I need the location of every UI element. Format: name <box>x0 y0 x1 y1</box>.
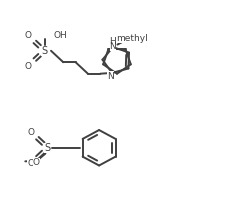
Text: S: S <box>41 46 47 56</box>
Text: O: O <box>27 159 34 168</box>
Text: N: N <box>108 72 114 80</box>
Text: H: H <box>109 37 116 46</box>
Text: methyl: methyl <box>116 34 148 43</box>
Text: OH: OH <box>53 31 67 40</box>
Text: O: O <box>27 128 34 137</box>
Text: +: + <box>115 38 121 47</box>
Text: N: N <box>110 42 116 51</box>
Text: S: S <box>45 143 51 153</box>
Text: O: O <box>24 31 31 40</box>
Text: O: O <box>33 158 40 167</box>
Text: O: O <box>24 62 31 71</box>
